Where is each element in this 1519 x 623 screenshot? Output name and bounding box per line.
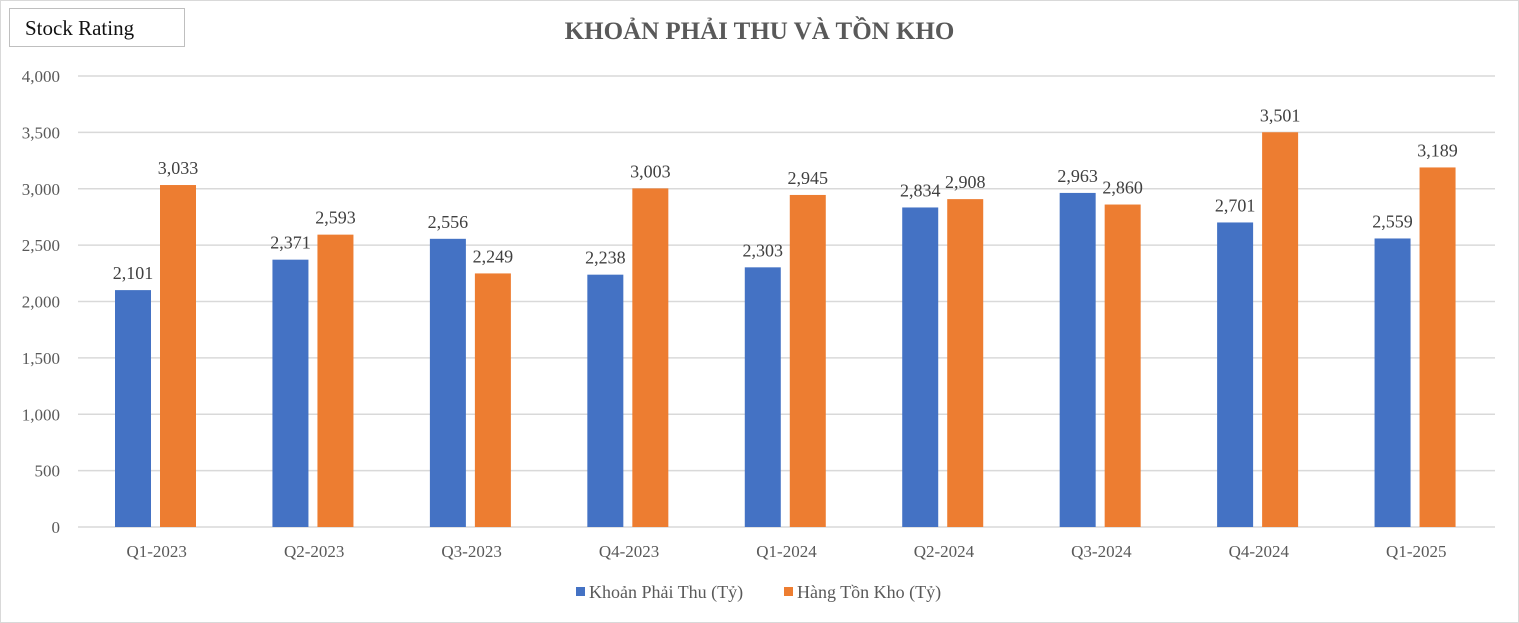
data-label: 2,860 bbox=[1102, 178, 1143, 198]
legend-label: Khoản Phải Thu (Tỷ) bbox=[589, 582, 743, 603]
x-tick-label: Q3-2024 bbox=[1071, 542, 1132, 561]
data-label: 2,303 bbox=[743, 240, 784, 260]
stock-rating-badge: Stock Rating bbox=[9, 8, 185, 47]
data-label: 2,834 bbox=[900, 180, 941, 200]
x-tick-label: Q3-2023 bbox=[441, 542, 501, 561]
bar-receivables bbox=[115, 290, 151, 527]
bar-inventory bbox=[474, 273, 511, 527]
data-label: 2,559 bbox=[1372, 211, 1413, 231]
data-label: 3,003 bbox=[630, 161, 671, 181]
y-tick-label: 0 bbox=[52, 518, 61, 537]
y-tick-label: 500 bbox=[35, 462, 61, 481]
y-tick-label: 3,000 bbox=[22, 180, 60, 199]
data-label: 2,945 bbox=[788, 168, 829, 188]
data-label: 2,593 bbox=[315, 208, 356, 228]
bar-inventory bbox=[1262, 132, 1299, 527]
chart-title: KHOẢN PHẢI THU VÀ TỒN KHO bbox=[564, 18, 955, 45]
data-label: 2,908 bbox=[945, 172, 986, 192]
bar-receivables bbox=[1217, 222, 1254, 527]
bar-receivables bbox=[902, 207, 939, 528]
bar-inventory bbox=[632, 188, 669, 527]
data-label: 3,501 bbox=[1260, 105, 1301, 125]
x-tick-label: Q1-2025 bbox=[1386, 542, 1446, 561]
data-label: 3,189 bbox=[1417, 140, 1458, 160]
x-tick-label: Q2-2024 bbox=[914, 542, 975, 561]
data-label: 2,963 bbox=[1057, 166, 1098, 186]
y-tick-label: 2,500 bbox=[22, 236, 60, 255]
bar-inventory bbox=[947, 199, 984, 528]
legend-swatch bbox=[576, 587, 585, 596]
x-tick-label: Q4-2024 bbox=[1229, 542, 1290, 561]
x-tick-label: Q2-2023 bbox=[284, 542, 344, 561]
data-label: 2,101 bbox=[113, 263, 154, 283]
legend-label: Hàng Tồn Kho (Tỷ) bbox=[797, 582, 941, 603]
data-label: 2,701 bbox=[1215, 195, 1256, 215]
data-label: 2,556 bbox=[428, 212, 469, 232]
bar-inventory bbox=[160, 185, 196, 528]
bar-receivables bbox=[1374, 238, 1411, 527]
data-label: 2,249 bbox=[473, 246, 514, 266]
bar-receivables bbox=[429, 238, 466, 527]
y-tick-label: 3,500 bbox=[22, 123, 60, 142]
data-label: 2,371 bbox=[270, 233, 311, 253]
data-label: 2,238 bbox=[585, 248, 626, 268]
y-tick-label: 4,000 bbox=[22, 67, 60, 86]
bar-receivables bbox=[587, 274, 624, 527]
bar-receivables bbox=[1059, 192, 1096, 527]
bar-inventory bbox=[1419, 167, 1456, 527]
data-label: 3,033 bbox=[158, 158, 199, 178]
bar-inventory bbox=[1104, 204, 1141, 527]
x-tick-label: Q1-2024 bbox=[756, 542, 817, 561]
bar-inventory bbox=[789, 194, 826, 528]
y-tick-label: 2,000 bbox=[22, 293, 60, 312]
bar-inventory bbox=[317, 234, 354, 527]
y-tick-label: 1,000 bbox=[22, 405, 60, 424]
x-tick-label: Q1-2023 bbox=[126, 542, 186, 561]
bar-receivables bbox=[744, 267, 781, 527]
bar-receivables bbox=[272, 259, 309, 527]
x-tick-label: Q4-2023 bbox=[599, 542, 659, 561]
legend-swatch bbox=[784, 587, 793, 596]
y-tick-label: 1,500 bbox=[22, 349, 60, 368]
